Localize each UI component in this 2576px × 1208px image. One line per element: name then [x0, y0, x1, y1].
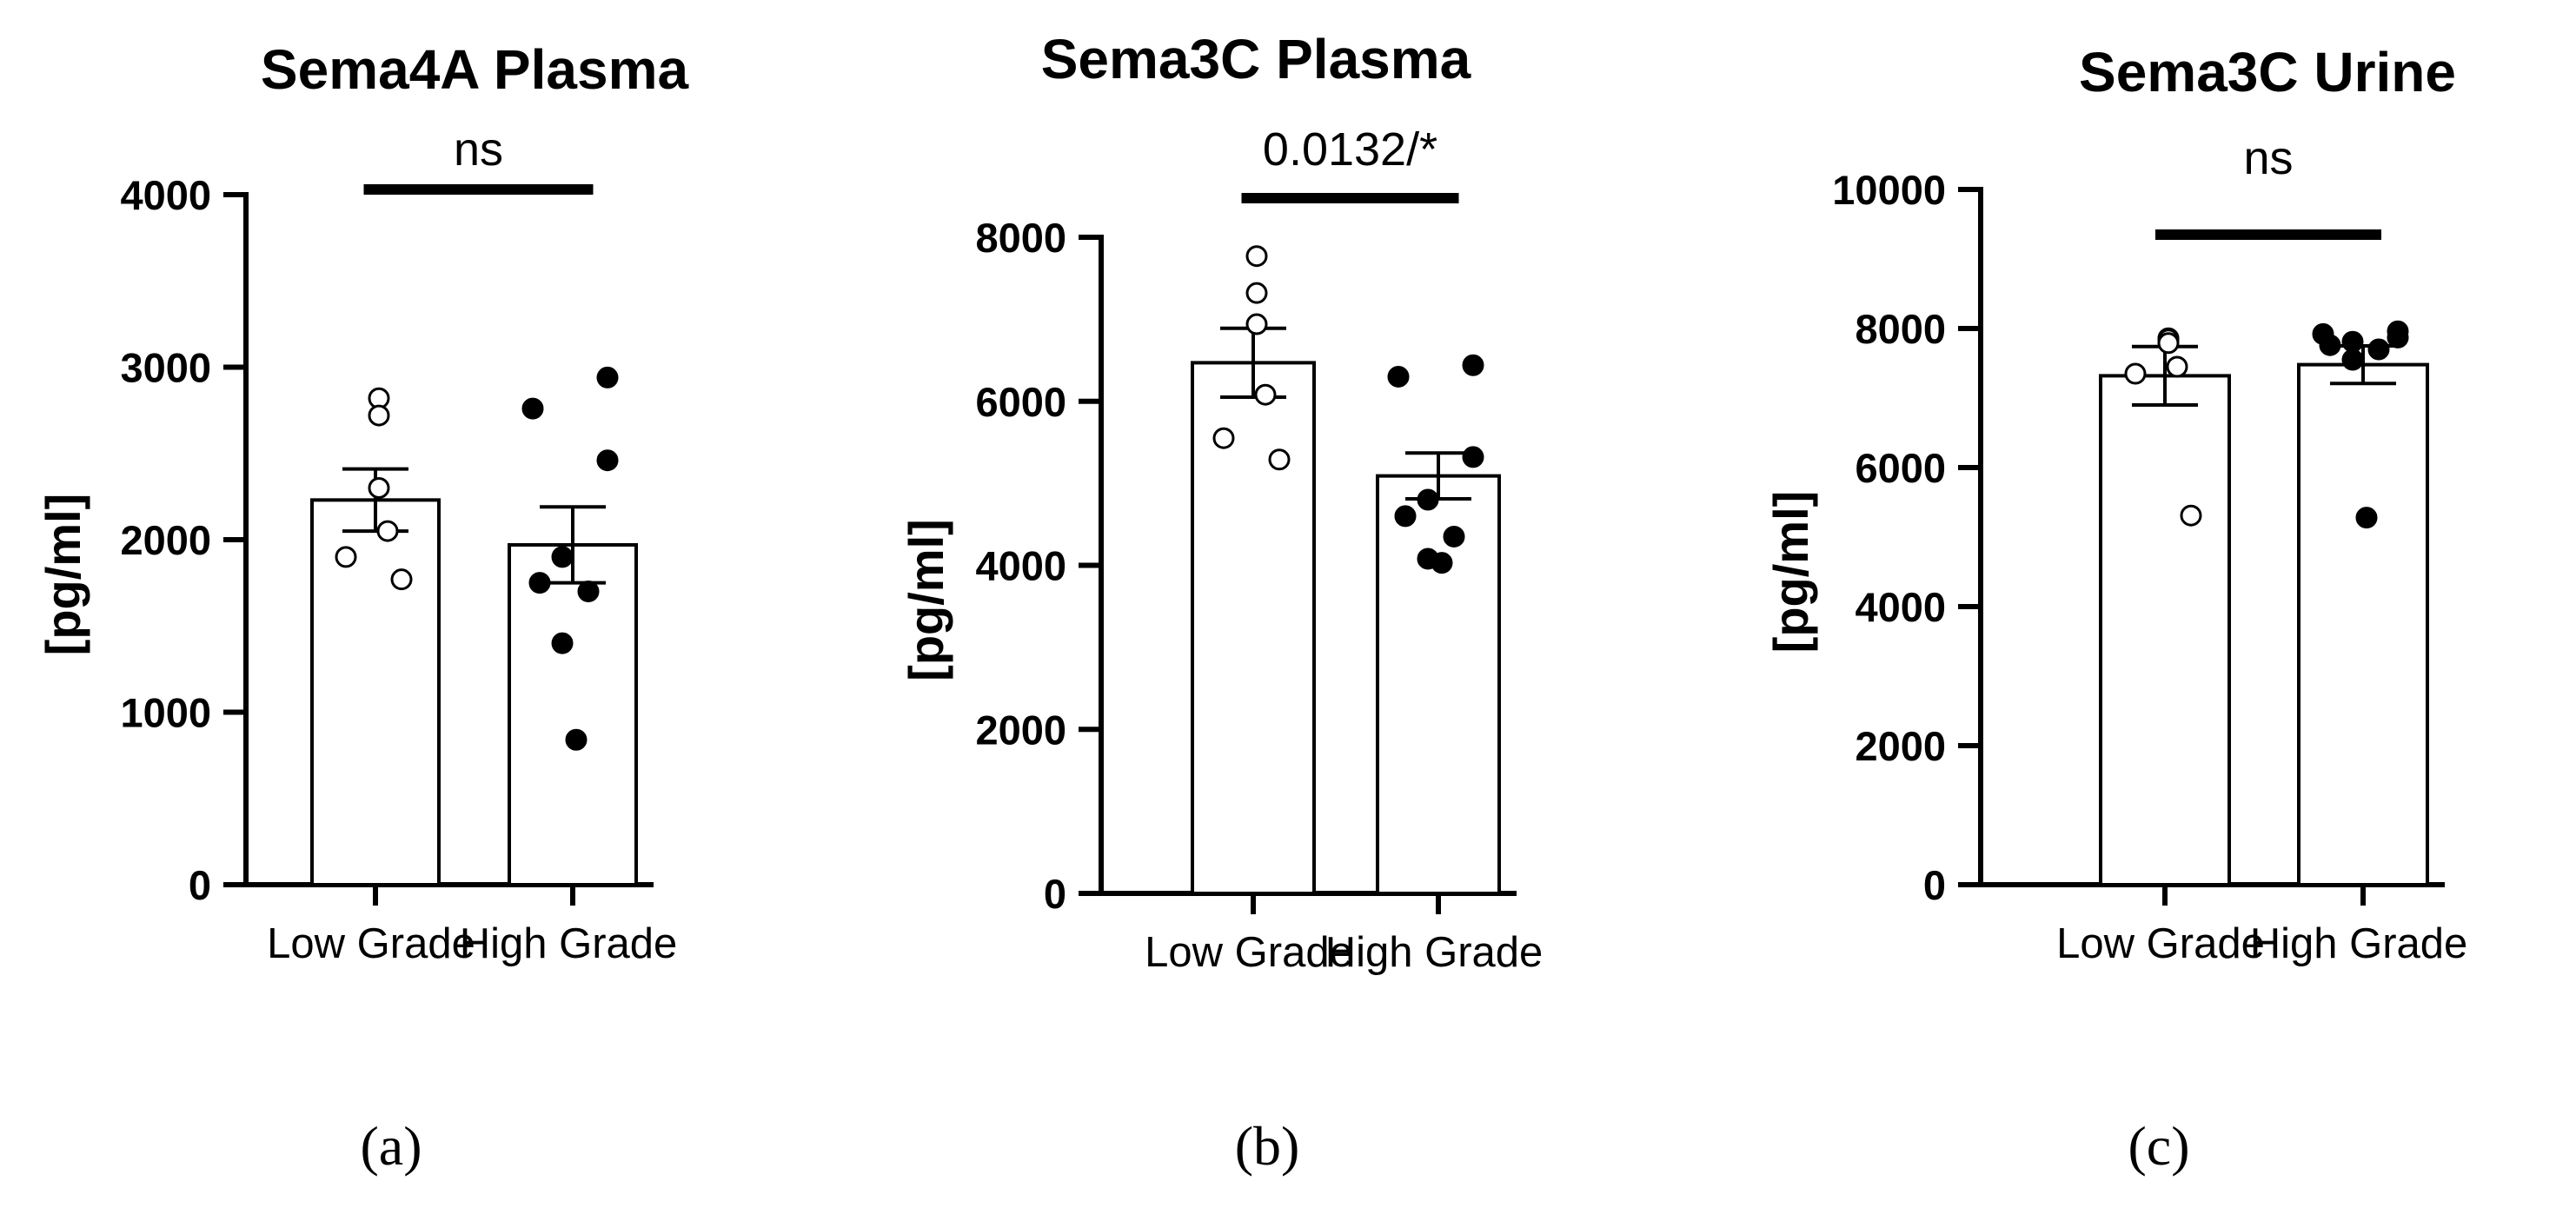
y-tick-label: 2000: [1855, 723, 1946, 769]
significance-label: ns: [2243, 132, 2293, 184]
data-point-low-grade: [376, 520, 399, 542]
data-point-low-grade: [1212, 427, 1235, 449]
data-point-low-grade: [368, 404, 390, 427]
y-tick-label: 0: [1044, 871, 1066, 917]
chart-title: Sema3C Plasma: [1041, 28, 1471, 90]
data-point-high-grade: [1462, 354, 1484, 376]
panel-caption: (c): [2128, 1115, 2189, 1177]
bar-low-grade: [2099, 374, 2231, 886]
data-point-low-grade: [1245, 282, 1268, 304]
data-point-high-grade: [551, 632, 574, 654]
data-point-high-grade: [2387, 326, 2409, 348]
data-point-high-grade: [2341, 348, 2364, 371]
y-tick-label: 2000: [975, 707, 1066, 753]
chart-title: Sema4A Plasma: [261, 38, 689, 101]
data-point-low-grade: [1254, 383, 1277, 406]
x-tick-label: Low Grade: [267, 920, 475, 967]
y-tick-label: 10000: [1832, 167, 1946, 213]
bar-low-grade: [1191, 361, 1316, 895]
data-point-high-grade: [565, 728, 588, 751]
y-tick-label: 2000: [120, 517, 211, 563]
data-point-high-grade: [1443, 525, 1465, 548]
y-tick-label: 0: [189, 862, 211, 908]
y-axis-label: [pg/ml]: [36, 494, 90, 656]
data-point-low-grade: [2180, 504, 2202, 527]
panel-caption: (a): [360, 1115, 422, 1177]
bar-low-grade: [310, 498, 441, 886]
data-point-low-grade: [2157, 332, 2180, 355]
chart-title: Sema3C Urine: [2079, 41, 2456, 103]
data-point-high-grade: [2341, 330, 2364, 353]
y-tick-label: 8000: [1855, 306, 1946, 352]
y-tick-label: 4000: [1855, 584, 1946, 630]
data-point-high-grade: [551, 546, 574, 568]
data-point-low-grade: [390, 568, 413, 591]
x-tick-label: High Grade: [460, 920, 678, 967]
data-point-high-grade: [2319, 334, 2341, 356]
y-tick-label: 8000: [975, 215, 1066, 261]
bar-high-grade: [1376, 474, 1501, 895]
panel-caption: (b): [1235, 1115, 1300, 1177]
data-point-high-grade: [596, 366, 619, 388]
y-tick-label: 6000: [975, 379, 1066, 425]
chart-panel-2: Sema3C Plasma [pg/ml] 0 2000 4000 6000 8000 Low…: [899, 28, 1543, 1177]
data-point-low-grade: [2166, 355, 2188, 378]
data-point-high-grade: [521, 397, 544, 420]
data-point-high-grade: [596, 449, 619, 472]
data-point-low-grade: [1268, 448, 1291, 471]
data-point-low-grade: [1245, 245, 1268, 268]
data-point-high-grade: [1431, 552, 1453, 574]
y-tick-label: 1000: [120, 690, 211, 736]
significance-label: ns: [454, 123, 503, 176]
data-point-high-grade: [1417, 488, 1439, 511]
y-tick-label: 6000: [1855, 445, 1946, 491]
data-point-low-grade: [1245, 313, 1268, 335]
data-point-low-grade: [335, 546, 357, 568]
data-point-low-grade: [368, 476, 390, 499]
chart-panel-3: Sema3C Urine [pg/ml] 0 2000 4000 6000 8000 1000…: [1763, 41, 2467, 1177]
y-tick-label: 4000: [120, 172, 211, 218]
chart-panel-1: Sema4A Plasma [pg/ml] 0 1000 2000 3000 4000 Low…: [36, 38, 688, 1177]
data-point-high-grade: [2355, 507, 2378, 529]
x-tick-label: Low Grade: [1145, 929, 1353, 976]
x-tick-label: High Grade: [2250, 920, 2468, 967]
y-axis-label: [pg/ml]: [1763, 491, 1818, 654]
y-tick-label: 4000: [975, 543, 1066, 589]
data-point-low-grade: [2124, 362, 2147, 385]
data-point-high-grade: [1387, 365, 1410, 388]
x-tick-label: Low Grade: [2056, 920, 2265, 967]
data-point-high-grade: [2367, 338, 2390, 361]
x-tick-label: High Grade: [1325, 929, 1544, 976]
data-point-high-grade: [528, 572, 551, 594]
significance-label: 0.0132/*: [1263, 123, 1437, 176]
y-tick-label: 3000: [120, 345, 211, 391]
data-point-high-grade: [1462, 446, 1484, 468]
y-axis-label: [pg/ml]: [899, 519, 953, 681]
data-point-high-grade: [1394, 505, 1417, 528]
bar-high-grade: [2297, 362, 2429, 887]
y-tick-label: 0: [1923, 862, 1946, 908]
bar-high-grade: [508, 542, 638, 887]
data-point-high-grade: [577, 581, 600, 603]
